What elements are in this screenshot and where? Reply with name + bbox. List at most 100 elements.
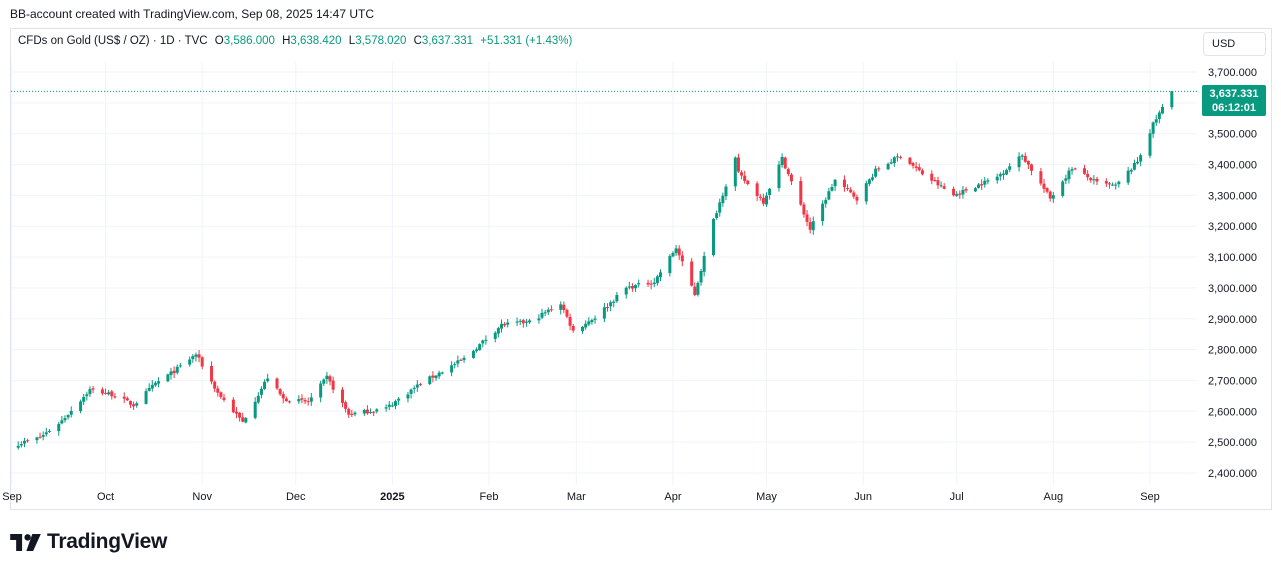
tradingview-logo-icon xyxy=(10,533,41,551)
candle-body xyxy=(920,170,924,175)
candle xyxy=(977,182,981,189)
candle-body xyxy=(325,375,329,380)
candle-body xyxy=(172,370,176,374)
candle-body xyxy=(340,389,344,403)
candle xyxy=(415,379,419,392)
candle xyxy=(634,284,638,292)
candle xyxy=(914,161,918,172)
candle-body xyxy=(397,398,401,401)
y-tick-label: 2,700.000 xyxy=(1208,375,1257,387)
candle-body xyxy=(153,382,157,386)
candle-body xyxy=(1045,188,1049,192)
candle-body xyxy=(390,405,394,407)
candle xyxy=(783,156,787,170)
bar-countdown: 06:12:01 xyxy=(1211,102,1257,114)
candle-body xyxy=(263,381,267,389)
candle-body xyxy=(197,354,201,358)
candle-body xyxy=(765,195,769,205)
candle xyxy=(1039,167,1043,186)
candle xyxy=(920,168,924,176)
candle xyxy=(606,303,610,312)
candle-body xyxy=(38,436,42,438)
candle-body xyxy=(1020,155,1024,157)
candle xyxy=(1111,182,1115,186)
symbol-label[interactable]: CFDs on Gold (US$ / OZ) · 1D · TVC xyxy=(18,35,208,47)
y-tick-label: 2,400.000 xyxy=(1208,468,1257,480)
candle xyxy=(57,421,61,436)
candle xyxy=(453,361,457,369)
x-tick-label: Dec xyxy=(286,491,306,503)
candle-body xyxy=(113,396,117,398)
candle-body xyxy=(624,287,628,295)
candle-body xyxy=(983,180,987,185)
candle-body xyxy=(977,184,981,188)
candle-body xyxy=(100,389,104,394)
y-tick-label: 2,600.000 xyxy=(1208,406,1257,418)
candle-body xyxy=(1001,173,1005,176)
candle-body xyxy=(1039,171,1043,184)
candle-body xyxy=(668,256,672,274)
candle-body xyxy=(1008,166,1012,170)
candle-body xyxy=(238,412,242,418)
candle-body xyxy=(1086,173,1090,178)
candle xyxy=(69,406,73,418)
candle-body xyxy=(412,388,416,390)
candle xyxy=(849,187,853,194)
candle-body xyxy=(889,162,893,164)
candle xyxy=(353,411,357,417)
open-label: O xyxy=(214,35,224,47)
candle-body xyxy=(85,394,89,397)
candle-body xyxy=(821,203,825,222)
candle xyxy=(799,176,803,206)
candle xyxy=(166,373,170,383)
currency-button[interactable]: USD xyxy=(1203,32,1266,56)
candle xyxy=(284,396,288,402)
candle xyxy=(892,156,896,167)
candle xyxy=(562,301,566,314)
candle xyxy=(303,397,307,405)
candle xyxy=(877,166,881,172)
candle-body xyxy=(874,168,878,177)
candle xyxy=(830,183,834,192)
candle xyxy=(222,393,226,402)
candle xyxy=(571,323,575,333)
candle-body xyxy=(234,411,238,414)
candle xyxy=(1129,168,1133,175)
candle-body xyxy=(786,169,790,175)
candle-body xyxy=(222,397,226,400)
candle xyxy=(113,393,117,399)
candle-body xyxy=(26,440,30,442)
candle-body xyxy=(659,272,663,278)
candle xyxy=(418,382,422,387)
candle-body xyxy=(789,174,793,182)
candle-body xyxy=(980,184,984,186)
candle-body xyxy=(437,372,441,377)
candle xyxy=(942,183,946,190)
x-tick-label: Feb xyxy=(480,491,499,503)
candle-body xyxy=(559,304,563,310)
candle-body xyxy=(200,357,204,367)
candle xyxy=(699,269,703,286)
candle xyxy=(471,349,475,359)
close-value: 3,637.331 xyxy=(421,35,474,47)
candle xyxy=(169,367,173,380)
candle-body xyxy=(805,214,809,222)
candle xyxy=(811,216,815,235)
candle-body xyxy=(690,261,694,286)
candle-body xyxy=(1095,178,1099,182)
candle-body xyxy=(1136,161,1140,164)
candle xyxy=(936,176,940,190)
candle xyxy=(256,392,260,405)
candle xyxy=(393,399,397,410)
candle xyxy=(1064,174,1068,185)
candle-body xyxy=(484,339,488,341)
candle xyxy=(150,380,154,392)
candle xyxy=(85,391,89,401)
candle xyxy=(721,192,725,207)
candle-body xyxy=(674,248,678,254)
candles xyxy=(16,90,1174,450)
ohlc-legend: CFDs on Gold (US$ / OZ) · 1D · TVC O3,58… xyxy=(18,35,572,47)
candle-body xyxy=(175,366,179,373)
tradingview-logo[interactable]: TradingView xyxy=(10,528,167,556)
